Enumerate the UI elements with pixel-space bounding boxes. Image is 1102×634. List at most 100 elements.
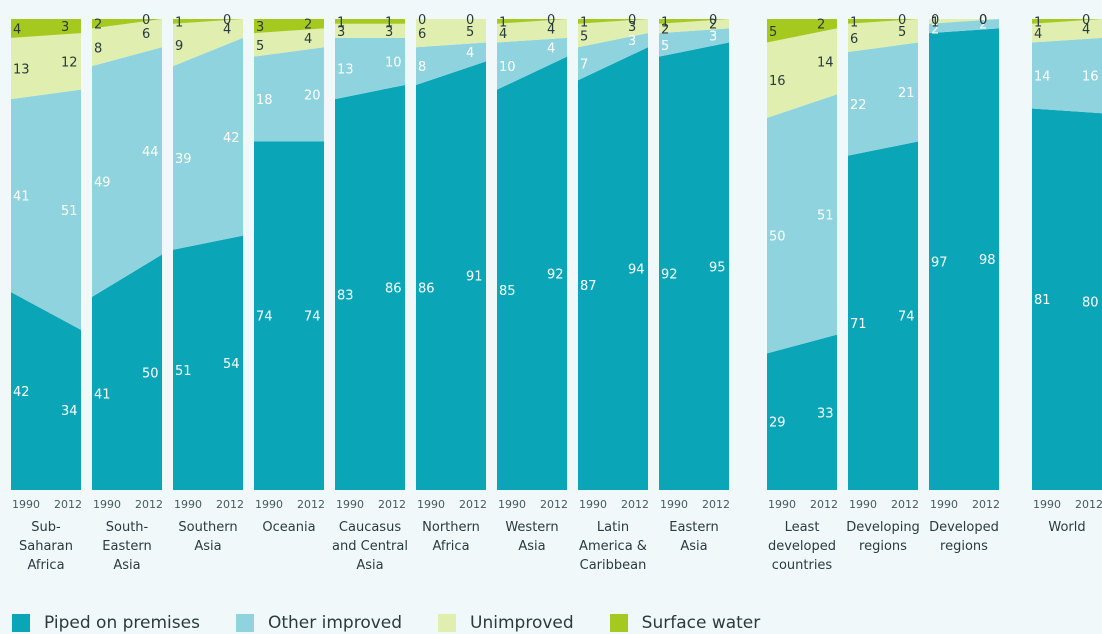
- data-label: 20: [304, 88, 321, 103]
- region-label: regions: [859, 539, 907, 554]
- data-label: 92: [547, 267, 564, 282]
- data-label: 95: [709, 260, 726, 275]
- data-label: 3: [628, 20, 636, 35]
- data-label: 3: [385, 25, 393, 40]
- year-tick-label: 1990: [336, 498, 364, 511]
- data-label: 2: [661, 22, 669, 37]
- data-label: 4: [547, 41, 555, 56]
- data-label: 14: [817, 55, 834, 70]
- piped-layer: [578, 47, 648, 490]
- year-tick-label: 1990: [660, 498, 688, 511]
- data-label: 14: [1034, 70, 1051, 85]
- other-improved-layer: [929, 19, 999, 34]
- data-label: 0: [1082, 13, 1090, 28]
- data-label: 1: [850, 15, 858, 30]
- surface-water-layer: [1032, 19, 1102, 24]
- data-label: 5: [769, 25, 777, 40]
- year-tick-label: 1990: [417, 498, 445, 511]
- region-label: regions: [940, 539, 988, 554]
- other-improved-layer: [1032, 37, 1102, 114]
- data-label: 0: [223, 13, 231, 28]
- other-improved-layer: [92, 47, 162, 297]
- data-label: 2: [709, 18, 717, 33]
- legend-item-unimproved: Unimproved: [438, 613, 574, 633]
- data-label: 2: [931, 22, 939, 37]
- piped-layer: [335, 84, 405, 490]
- data-label: 1: [661, 15, 669, 30]
- region-label: Asia: [113, 558, 140, 573]
- other-improved-layer: [254, 47, 324, 142]
- data-label: 86: [418, 281, 435, 296]
- year-tick-label: 2012: [810, 498, 838, 511]
- region-panel: 41 50 49 44 8 6 2 0 1990 2012 South- Eastern Asia: [92, 13, 163, 573]
- data-label: 42: [223, 131, 240, 146]
- region-label: and Central: [332, 539, 408, 554]
- year-tick-label: 2012: [297, 498, 325, 511]
- data-label: 74: [256, 310, 273, 325]
- unimproved-layer: [92, 19, 162, 67]
- region-panel: 87 94 7 3 5 3 1 0 1990 2012 Latin America & Caribbea…: [578, 13, 649, 573]
- data-label: 8: [94, 41, 102, 56]
- region-label: Asia: [356, 558, 383, 573]
- data-label: 13: [13, 62, 30, 77]
- data-label: 2: [979, 18, 987, 33]
- data-label: 0: [628, 13, 636, 28]
- data-label: 83: [337, 289, 354, 304]
- data-label: 2: [94, 18, 102, 33]
- data-label: 91: [466, 270, 483, 285]
- data-label: 71: [850, 317, 867, 332]
- piped-layer: [92, 254, 162, 490]
- data-label: 42: [13, 385, 30, 400]
- data-label: 74: [898, 310, 915, 325]
- year-tick-label: 1990: [93, 498, 121, 511]
- region-label: Developing: [846, 520, 920, 535]
- piped-layer: [767, 334, 837, 490]
- year-tick-label: 2012: [216, 498, 244, 511]
- other-improved-layer: [848, 42, 918, 156]
- data-label: 50: [142, 366, 159, 381]
- data-label: 4: [547, 22, 555, 37]
- data-label: 6: [850, 32, 858, 47]
- data-label: 5: [466, 25, 474, 40]
- region-label: Asia: [518, 539, 545, 554]
- other-improved-layer: [335, 37, 405, 100]
- data-label: 8: [418, 60, 426, 75]
- data-label: 87: [580, 279, 597, 294]
- year-tick-label: 2012: [459, 498, 487, 511]
- other-improved-layer: [659, 28, 729, 57]
- data-label: 34: [61, 404, 78, 419]
- legend-swatch-other-improved: [235, 614, 254, 632]
- data-label: 0: [979, 13, 987, 28]
- surface-water-layer: [254, 19, 324, 34]
- data-label: 9: [175, 39, 183, 54]
- year-tick-label: 1990: [1033, 498, 1061, 511]
- surface-water-layer: [848, 19, 918, 24]
- other-improved-layer: [578, 33, 648, 81]
- data-label: 51: [175, 364, 192, 379]
- data-label: 85: [499, 284, 516, 299]
- legend-item-surface-water: Surface water: [609, 613, 760, 633]
- legend-item-piped: Piped on premises: [12, 613, 200, 633]
- unimproved-layer: [848, 19, 918, 52]
- region-label: Africa: [27, 558, 64, 573]
- piped-layer: [1032, 108, 1102, 491]
- data-label: 4: [1082, 22, 1090, 37]
- data-label: 49: [94, 175, 111, 190]
- region-panel: 74 74 18 20 5 4 3 2 1990 2012 Oceania: [254, 18, 325, 535]
- data-label: 7: [580, 58, 588, 73]
- data-label: 12: [61, 55, 78, 70]
- data-label: 50: [769, 230, 786, 245]
- legend-swatch-unimproved: [438, 614, 457, 632]
- year-tick-label: 2012: [378, 498, 406, 511]
- year-tick-label: 2012: [621, 498, 649, 511]
- unimproved-layer: [578, 19, 648, 48]
- piped-layer: [254, 141, 324, 490]
- piped-layer: [848, 141, 918, 490]
- region-label: developed: [768, 539, 836, 554]
- year-tick-label: 2012: [972, 498, 1000, 511]
- unimproved-layer: [1032, 19, 1102, 43]
- other-improved-layer: [416, 42, 486, 85]
- data-label: 3: [337, 25, 345, 40]
